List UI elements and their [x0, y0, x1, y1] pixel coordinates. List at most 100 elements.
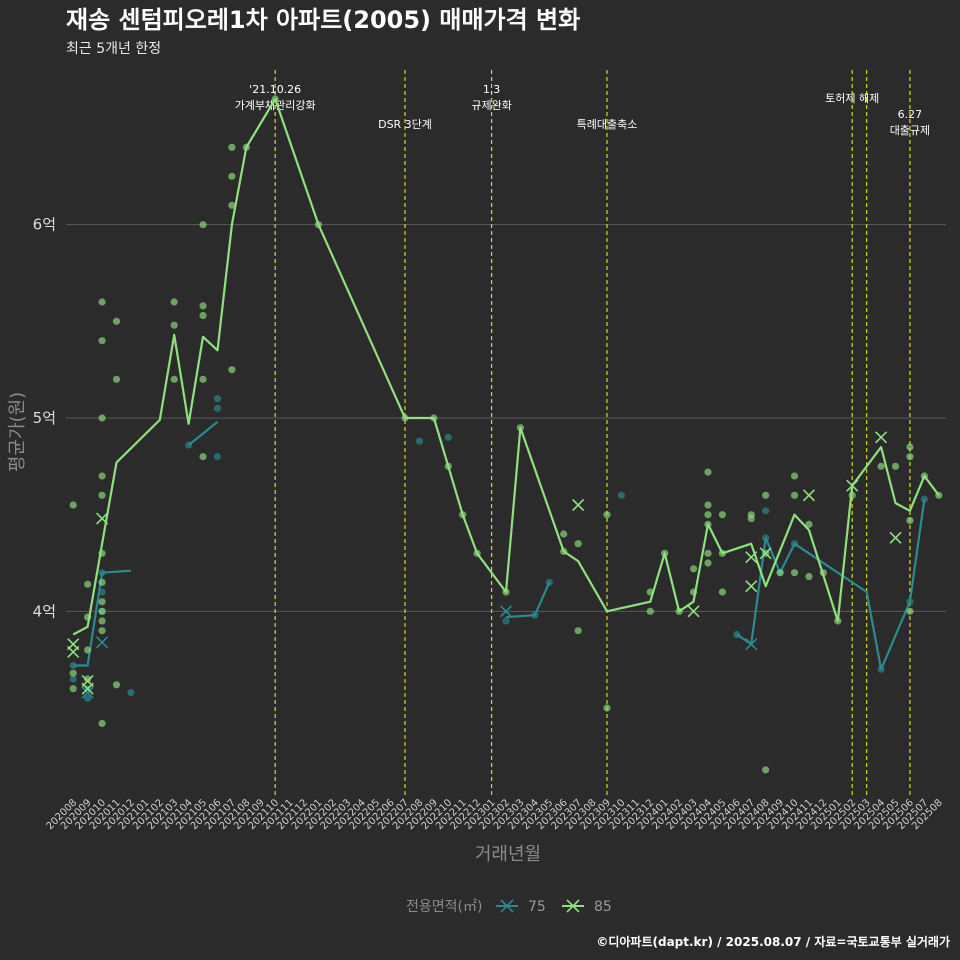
cross-mark: [889, 531, 902, 544]
event-annotation: 가계부채관리강화: [235, 99, 316, 112]
data-point-85: [199, 302, 207, 310]
data-point-85: [199, 311, 207, 320]
data-point-85: [228, 201, 236, 209]
cross-mark: [81, 682, 94, 695]
cross-mark: [745, 580, 758, 593]
data-point-85: [112, 681, 121, 689]
series-line-75: [505, 581, 551, 619]
cross-mark: [802, 489, 816, 502]
data-point-85: [84, 646, 92, 654]
data-point-85: [228, 172, 236, 180]
cross-mark: [67, 645, 80, 658]
data-point-85: [98, 598, 106, 606]
data-point-85: [704, 501, 712, 509]
data-point-85: [98, 491, 106, 499]
legend-title: 전용면적(㎡): [406, 899, 482, 915]
data-point-75: [98, 588, 106, 596]
data-point-75: [545, 578, 553, 586]
data-point-75: [213, 404, 222, 412]
legend: 전용면적(㎡) 75 85: [406, 899, 612, 915]
data-point-85: [84, 580, 92, 588]
event-annotation: DSR 3단계: [378, 118, 432, 131]
data-point-85: [790, 472, 799, 480]
data-point-75: [127, 688, 135, 697]
cross-point-85: [67, 645, 80, 658]
data-point-85: [574, 627, 582, 635]
y-tick-label: 4억: [33, 602, 56, 620]
data-point-85: [848, 491, 856, 499]
data-point-85: [718, 549, 726, 557]
cross-point-85: [687, 605, 700, 618]
data-point-85: [242, 143, 250, 151]
x-tick-labels: 2020082020092020102020112020122021012021…: [45, 797, 945, 832]
legend-item-75: 75: [496, 899, 546, 915]
chart-subtitle: 최근 5개년 한정: [66, 41, 161, 57]
data-point-85: [603, 511, 611, 519]
data-point-85: [560, 530, 568, 538]
y-tick-label: 6억: [33, 216, 56, 234]
event-annotation: 대출규제: [890, 124, 930, 137]
cross-mark: [745, 638, 758, 651]
data-point-75: [617, 491, 626, 499]
data-point-85: [199, 375, 207, 383]
source-caption: ©디아파트(dapt.kr) / 2025.08.07 / 자료=국토교통부 실…: [596, 934, 950, 949]
data-point-85: [502, 588, 510, 596]
data-point-75: [415, 437, 424, 445]
cross-mark: [95, 512, 109, 525]
data-point-85: [689, 565, 698, 573]
cross-point-75: [95, 636, 109, 649]
legend-label: 75: [528, 899, 546, 915]
data-point-85: [661, 549, 669, 557]
data-point-75: [762, 534, 770, 542]
data-point-85: [98, 627, 106, 635]
data-point-85: [906, 607, 914, 615]
legend-label: 85: [594, 899, 612, 915]
data-point-75: [906, 598, 914, 606]
data-point-85: [790, 491, 799, 499]
data-point-85: [718, 588, 726, 596]
data-point-75: [762, 507, 770, 515]
data-point-85: [112, 317, 121, 325]
series-line-75: [187, 421, 219, 446]
data-point-85: [560, 547, 568, 556]
data-point-85: [271, 95, 279, 103]
event-annotation: 토허제 해제: [825, 91, 879, 105]
legend-swatch-cross: [500, 899, 514, 913]
data-point-85: [675, 607, 683, 615]
data-point-85: [704, 468, 712, 476]
cross-mark: [687, 605, 700, 618]
data-point-85: [776, 569, 784, 577]
data-point-85: [98, 337, 106, 345]
data-point-75: [877, 665, 885, 673]
data-point-75: [98, 569, 106, 577]
data-point-85: [747, 514, 755, 523]
data-points: [67, 95, 943, 774]
data-point-75: [444, 433, 452, 441]
data-point-85: [473, 549, 481, 557]
cross-mark: [95, 636, 109, 649]
data-point-85: [906, 516, 914, 525]
data-point-85: [891, 462, 900, 470]
data-point-75: [84, 694, 92, 702]
event-annotation: 1.3: [483, 83, 501, 96]
cross-point-75: [745, 638, 758, 651]
data-point-75: [213, 395, 222, 403]
data-point-85: [704, 559, 712, 567]
cross-mark: [572, 498, 585, 512]
data-point-85: [170, 298, 178, 306]
data-point-85: [69, 685, 77, 693]
data-point-75: [69, 661, 77, 670]
data-point-85: [170, 321, 178, 329]
series-lines: [72, 97, 940, 671]
data-point-85: [84, 675, 92, 683]
event-annotation: 특례대출축소: [577, 118, 638, 131]
data-point-85: [228, 366, 236, 374]
event-annotation: '21.10.26: [249, 83, 301, 96]
data-point-85: [170, 375, 178, 383]
data-point-75: [502, 617, 510, 625]
data-point-85: [69, 669, 77, 677]
cross-mark: [759, 547, 772, 560]
cross-mark: [499, 605, 513, 618]
